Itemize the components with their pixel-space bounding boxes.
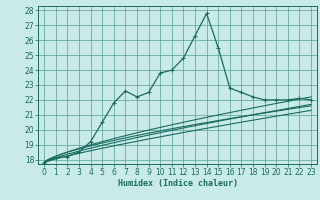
X-axis label: Humidex (Indice chaleur): Humidex (Indice chaleur) <box>118 179 238 188</box>
